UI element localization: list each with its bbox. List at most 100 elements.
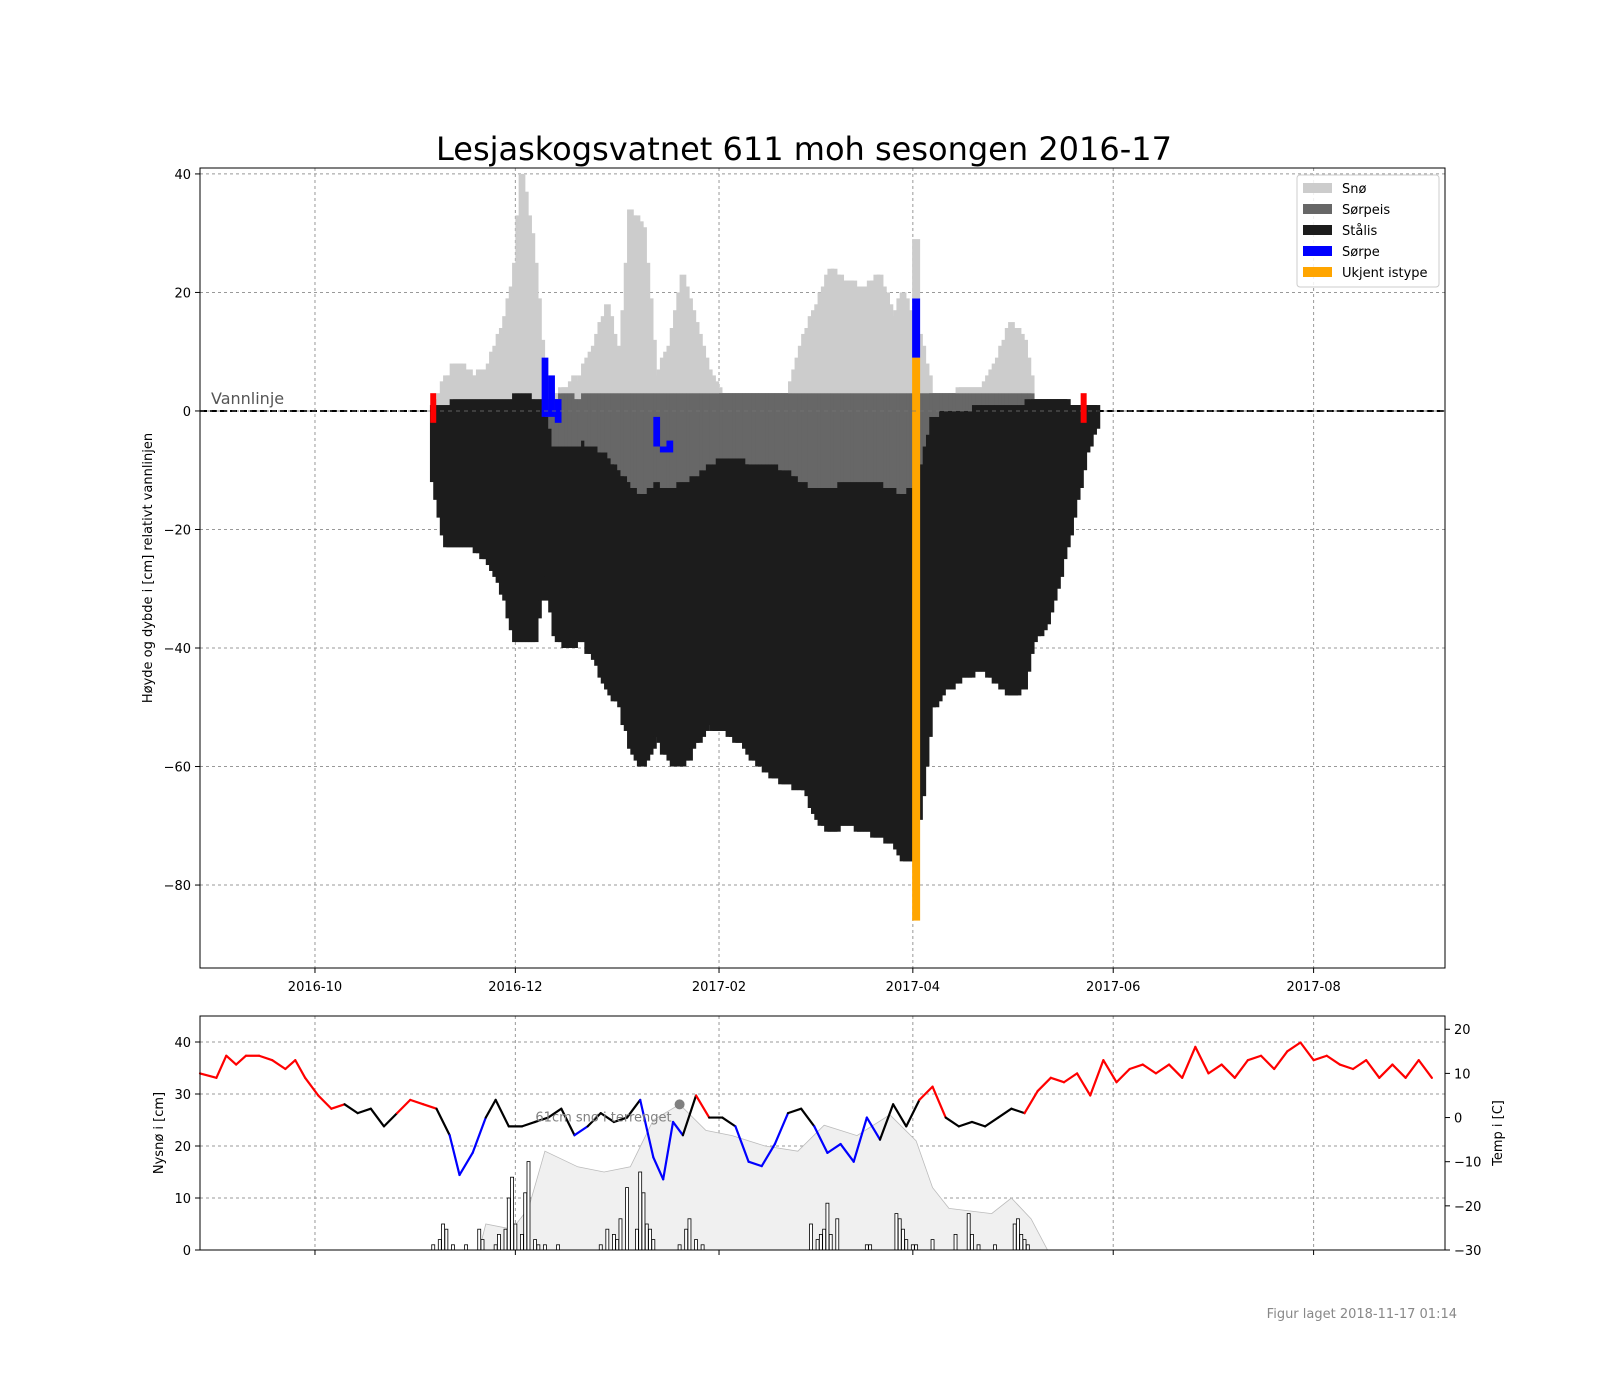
temperature-segment xyxy=(786,1107,803,1115)
new-snow-bar xyxy=(868,1244,873,1251)
new-snow-bar xyxy=(526,1161,531,1251)
temperature-segment xyxy=(560,1107,576,1137)
temperature-segment xyxy=(865,1116,882,1141)
temperature-segment xyxy=(1062,1072,1079,1084)
new-snow-bar xyxy=(910,1244,915,1251)
new-snow-bar xyxy=(437,1239,442,1251)
new-snow-bar xyxy=(809,1223,813,1251)
ice-overlay: Vannlinje xyxy=(200,389,1445,423)
temperature-segment xyxy=(409,1098,425,1106)
new-snow-bar xyxy=(914,1244,919,1251)
temperature-segment xyxy=(760,1142,776,1168)
annotation-marker xyxy=(674,1099,685,1110)
new-snow-bar xyxy=(644,1223,649,1251)
temperature-segment xyxy=(734,1125,750,1163)
bottom-right-y-tick-label: −10 xyxy=(1454,1156,1481,1171)
new-snow-bar xyxy=(901,1228,905,1251)
top-y-tick-label: −20 xyxy=(164,523,191,538)
top-x-tick-label: 2017-06 xyxy=(1086,980,1140,995)
legend-label: Snø xyxy=(1342,182,1366,197)
temperature-segment xyxy=(944,1116,960,1128)
temperature-segment xyxy=(533,1116,550,1124)
new-snow-bar xyxy=(634,1228,639,1251)
new-snow-bar xyxy=(677,1244,682,1251)
new-snow-bar xyxy=(464,1244,468,1251)
temperature-segment xyxy=(1404,1059,1420,1079)
temperature-segment xyxy=(625,1098,642,1119)
top-x-tick-label: 2017-04 xyxy=(886,980,940,995)
temperature-segment xyxy=(382,1112,399,1128)
temperature-segment xyxy=(984,1116,1000,1128)
top-y-axis-label: Høyde og dybde i [cm] relativt vannlinje… xyxy=(141,433,156,703)
new-snow-bar xyxy=(510,1176,514,1251)
new-snow-bar xyxy=(993,1244,997,1251)
new-snow-bar xyxy=(444,1228,449,1251)
temperature-segment xyxy=(773,1112,790,1146)
new-snow-bar xyxy=(497,1234,501,1251)
top-plot-frame xyxy=(199,167,1446,969)
temperature-segment xyxy=(599,1112,616,1124)
temperature-segment xyxy=(1259,1054,1276,1071)
ice-thickness-plot: Vannlinje 2016-10 2016-12 2017-02 2017-04 20… xyxy=(141,167,1446,995)
temperature-segment xyxy=(878,1103,895,1141)
legend-swatch xyxy=(1303,225,1332,235)
new-snow-bar xyxy=(818,1234,823,1251)
temperature-segment xyxy=(694,1094,711,1119)
temperature-segment xyxy=(1299,1041,1315,1062)
temperature-segment xyxy=(547,1107,563,1119)
temperature-segment xyxy=(1181,1045,1197,1079)
temperature-segment xyxy=(671,1120,684,1137)
slush-bar xyxy=(653,416,661,447)
new-snow-bar xyxy=(897,1218,902,1251)
temperature-segment xyxy=(1417,1059,1433,1079)
new-snow-bar xyxy=(894,1213,899,1251)
new-snow-bar xyxy=(615,1239,620,1251)
temperature-segment xyxy=(356,1107,372,1115)
temperature-segment xyxy=(800,1107,816,1128)
temperature-segment xyxy=(918,1085,934,1101)
top-y-tick-label: 0 xyxy=(183,405,191,420)
temperature-segment xyxy=(852,1116,868,1163)
waterline-label: Vannlinje xyxy=(211,389,284,408)
temperature-segment xyxy=(317,1094,333,1110)
temperature-segment xyxy=(435,1107,451,1137)
temperature-segment xyxy=(839,1142,855,1163)
new-snow-bar xyxy=(451,1244,455,1251)
new-snow-bar xyxy=(684,1228,689,1251)
new-snow-bar xyxy=(825,1202,830,1251)
temperature-segment xyxy=(970,1120,987,1128)
new-snow-bar xyxy=(976,1244,981,1251)
temperature-segment xyxy=(1351,1059,1368,1071)
temperature-segment xyxy=(1391,1063,1407,1079)
bottom-right-y-axis-label: Temp i [C] xyxy=(1491,1100,1506,1167)
bottom-right-y-tick-label: −20 xyxy=(1454,1200,1481,1215)
temperature-segment xyxy=(1286,1041,1302,1053)
snow-bar xyxy=(925,375,933,394)
bottom-right-y-tick-label: 20 xyxy=(1454,1023,1471,1038)
new-snow-bar xyxy=(953,1234,958,1251)
temperature-segment xyxy=(284,1059,297,1071)
weather-plot: 61cm snø i terrenget 0 10 20 30 40 20 10 0 −10 −2… xyxy=(152,1015,1506,1259)
temperature-segment xyxy=(294,1059,307,1079)
top-x-tick-label: 2016-12 xyxy=(488,980,542,995)
temperature-segment xyxy=(369,1107,386,1128)
temperature-segment xyxy=(826,1142,842,1154)
new-snow-bar xyxy=(700,1244,705,1251)
new-snow-bar xyxy=(641,1192,646,1251)
new-snow-bar xyxy=(638,1171,643,1251)
temperature-segment xyxy=(422,1103,438,1110)
temperature-segment xyxy=(395,1098,412,1115)
snow-bar xyxy=(1027,375,1035,394)
temperature-segment xyxy=(1102,1059,1118,1084)
legend-swatch xyxy=(1303,183,1332,193)
new-snow-bar xyxy=(966,1213,971,1251)
new-snow-bar xyxy=(493,1244,498,1251)
top-y-tick-label: 20 xyxy=(174,286,191,301)
temperature-segment xyxy=(1089,1059,1105,1097)
temperature-segment xyxy=(1167,1063,1184,1079)
bottom-axis-ticks: 0 10 20 30 40 20 10 0 −10 −20 −30 xyxy=(174,1023,1481,1259)
new-snow-bar xyxy=(520,1234,524,1251)
new-snow-bar xyxy=(648,1228,652,1251)
temperature-segment xyxy=(892,1103,908,1128)
legend-label: Stålis xyxy=(1342,224,1378,239)
